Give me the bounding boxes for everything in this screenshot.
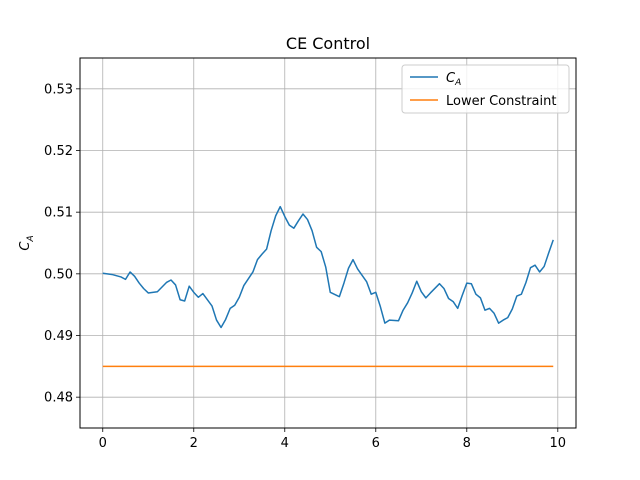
x-tick-label: 8 (463, 436, 471, 451)
chart-title: CE Control (286, 34, 370, 53)
y-tick-label: 0.50 (44, 267, 73, 282)
x-tick-label: 0 (99, 436, 107, 451)
legend-box (401, 64, 570, 114)
legend: CA Lower Constraint (401, 64, 570, 114)
y-tick-label: 0.48 (44, 391, 73, 406)
y-tick-label: 0.51 (44, 206, 73, 221)
ticks: 0 2 4 6 8 10 0.48 0.49 0.50 0.51 0.52 0.53 (44, 82, 566, 451)
x-tick-label: 2 (190, 436, 198, 451)
plot-frame (79, 57, 577, 429)
y-axis-label-sub: A (26, 235, 36, 242)
y-tick-label: 0.52 (44, 144, 73, 159)
x-tick-label: 10 (550, 436, 567, 451)
x-tick-label: 6 (372, 436, 380, 451)
grid (80, 58, 576, 428)
legend-label-c-a: CA (446, 71, 461, 88)
y-tick-label: 0.53 (44, 82, 73, 97)
series-layer (102, 205, 554, 368)
x-tick-label: 4 (281, 436, 289, 451)
y-tick-label: 0.49 (44, 329, 73, 344)
legend-label-lower-constraint: Lower Constraint (446, 94, 556, 109)
series-line-c-a (102, 205, 554, 329)
y-axis-label-main: C (18, 241, 33, 251)
y-axis-label: CA (18, 235, 36, 250)
